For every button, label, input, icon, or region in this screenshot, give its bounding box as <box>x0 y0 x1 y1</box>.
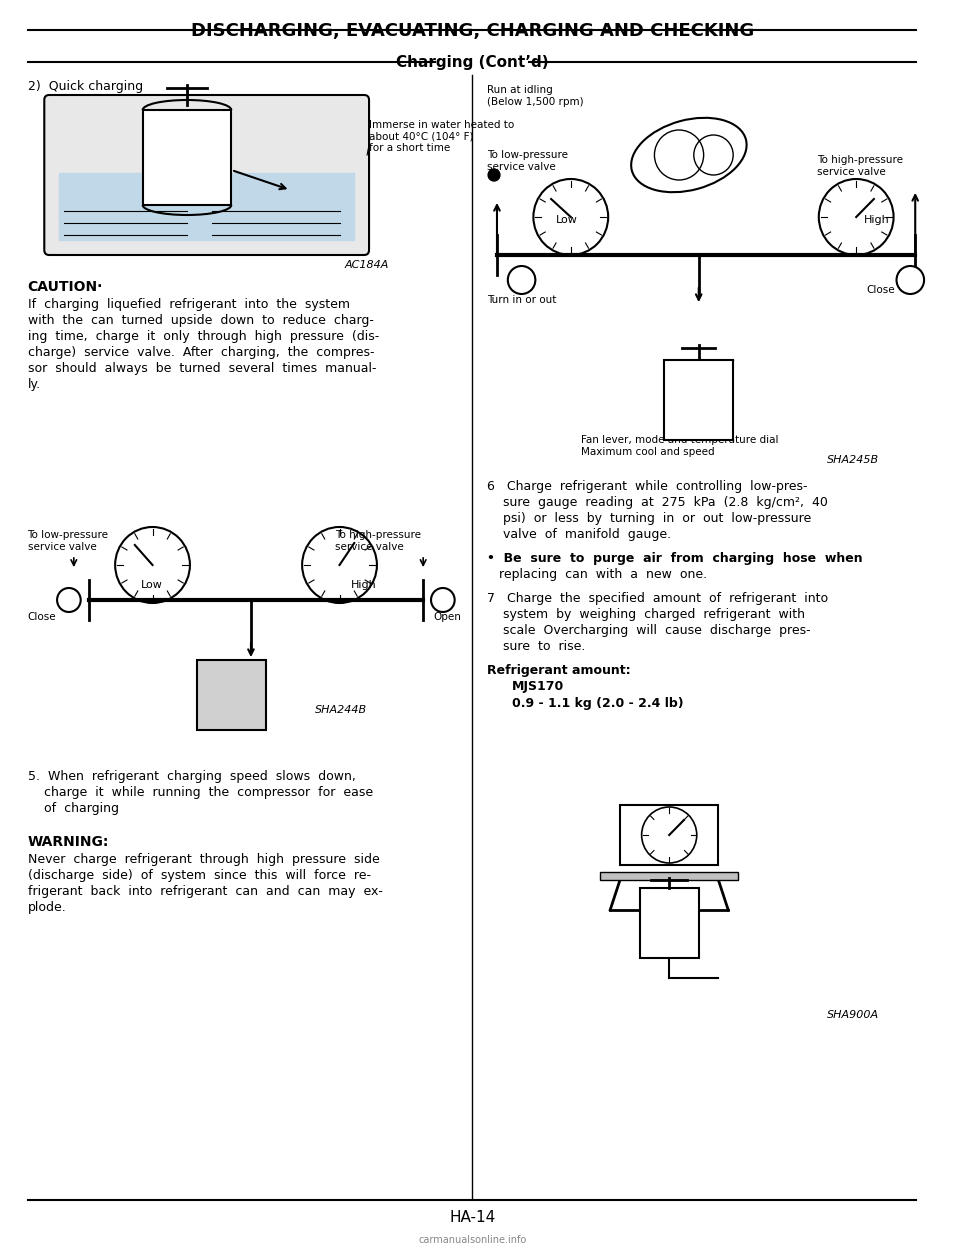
Text: High: High <box>864 215 890 225</box>
Text: 5.  When  refrigerant  charging  speed  slows  down,: 5. When refrigerant charging speed slows… <box>28 770 355 782</box>
Circle shape <box>57 588 81 612</box>
Text: SHA244B: SHA244B <box>315 705 367 715</box>
Bar <box>664 359 733 441</box>
FancyBboxPatch shape <box>44 95 369 255</box>
Text: Low: Low <box>141 580 162 590</box>
Text: Charging (Cont’d): Charging (Cont’d) <box>396 55 549 70</box>
Text: Run at idling
(Below 1,500 rpm): Run at idling (Below 1,500 rpm) <box>487 85 584 106</box>
Text: Close: Close <box>866 285 895 295</box>
Text: Turn in or out: Turn in or out <box>487 295 557 305</box>
Text: (discharge  side)  of  system  since  this  will  force  re-: (discharge side) of system since this wi… <box>28 869 371 882</box>
Text: DISCHARGING, EVACUATING, CHARGING AND CHECKING: DISCHARGING, EVACUATING, CHARGING AND CH… <box>191 22 754 40</box>
Bar <box>60 172 354 240</box>
Bar <box>197 660 266 730</box>
Text: sor  should  always  be  turned  several  times  manual-: sor should always be turned several time… <box>28 362 376 374</box>
Text: R-12: R-12 <box>669 388 695 398</box>
Text: of  charging: of charging <box>28 802 118 815</box>
Circle shape <box>897 266 924 295</box>
Circle shape <box>508 266 536 295</box>
Text: with  the  can  turned  upside  down  to  reduce  charg-: with the can turned upside down to reduc… <box>28 314 373 327</box>
Text: MJS170: MJS170 <box>512 680 564 693</box>
Text: Immerse in water heated to
about 40°C (104° F)
for a short time: Immerse in water heated to about 40°C (1… <box>369 120 515 154</box>
Text: sure  to  rise.: sure to rise. <box>487 640 586 653</box>
Text: charge  it  while  running  the  compressor  for  ease: charge it while running the compressor f… <box>28 786 372 799</box>
Text: WARNING:: WARNING: <box>28 835 108 849</box>
Text: Never  charge  refrigerant  through  high  pressure  side: Never charge refrigerant through high pr… <box>28 852 379 866</box>
Text: 2)  Quick charging: 2) Quick charging <box>28 80 143 94</box>
Text: 6   Charge  refrigerant  while  controlling  low-pres-: 6 Charge refrigerant while controlling l… <box>487 480 807 493</box>
Text: To high-pressure
service valve: To high-pressure service valve <box>817 155 902 177</box>
Text: 7   Charge  the  specified  amount  of  refrigerant  into: 7 Charge the specified amount of refrige… <box>487 592 828 605</box>
Text: Low: Low <box>556 215 578 225</box>
Text: frigerant  back  into  refrigerant  can  and  can  may  ex-: frigerant back into refrigerant can and … <box>28 885 382 899</box>
Bar <box>600 872 738 880</box>
Text: system  by  weighing  charged  refrigerant  with: system by weighing charged refrigerant w… <box>487 608 805 622</box>
Text: replacing  can  with  a  new  one.: replacing can with a new one. <box>487 568 708 582</box>
Text: AC184A: AC184A <box>345 260 389 270</box>
Text: scale  Overcharging  will  cause  discharge  pres-: scale Overcharging will cause discharge … <box>487 624 811 636</box>
Text: Close: Close <box>28 612 57 622</box>
Text: carmanualsonline.info: carmanualsonline.info <box>419 1236 526 1246</box>
Text: charge)  service  valve.  After  charging,  the  compres-: charge) service valve. After charging, t… <box>28 346 374 359</box>
Text: valve  of  manifold  gauge.: valve of manifold gauge. <box>487 528 671 540</box>
Text: R − 12: R − 12 <box>155 140 198 154</box>
Bar <box>639 889 699 958</box>
Text: To high-pressure
service valve: To high-pressure service valve <box>335 530 420 552</box>
Text: sure  gauge  reading  at  275  kPa  (2.8  kg/cm²,  40: sure gauge reading at 275 kPa (2.8 kg/cm… <box>487 495 828 509</box>
Circle shape <box>488 168 500 181</box>
Text: CAUTION·: CAUTION· <box>28 280 103 295</box>
Text: SHA900A: SHA900A <box>827 1010 878 1020</box>
Text: Refrigerant amount:: Refrigerant amount: <box>487 664 631 676</box>
Text: SHA245B: SHA245B <box>827 456 878 466</box>
Text: 0.9 - 1.1 kg (2.0 - 2.4 lb): 0.9 - 1.1 kg (2.0 - 2.4 lb) <box>512 696 684 710</box>
Text: Open: Open <box>433 612 461 622</box>
Text: To low-pressure
service valve: To low-pressure service valve <box>28 530 108 552</box>
Text: psi)  or  less  by  turning  in  or  out  low-pressure: psi) or less by turning in or out low-pr… <box>487 512 811 525</box>
Circle shape <box>431 588 455 612</box>
Text: HA-14: HA-14 <box>449 1211 495 1226</box>
Text: ly.: ly. <box>28 378 40 391</box>
Text: If  charging  liquefied  refrigerant  into  the  system: If charging liquefied refrigerant into t… <box>28 298 349 311</box>
Text: High: High <box>351 580 377 590</box>
Bar <box>143 110 231 205</box>
Text: To low-pressure
service valve: To low-pressure service valve <box>487 150 568 171</box>
Text: plode.: plode. <box>28 901 66 914</box>
Text: ing  time,  charge  it  only  through  high  pressure  (dis-: ing time, charge it only through high pr… <box>28 329 379 343</box>
Text: •  Be  sure  to  purge  air  from  charging  hose  when: • Be sure to purge air from charging hos… <box>487 552 863 565</box>
Text: R-12: R-12 <box>644 895 670 905</box>
Text: Fan lever, mode and temperature dial
Maximum cool and speed: Fan lever, mode and temperature dial Max… <box>581 436 779 457</box>
Bar <box>620 805 718 865</box>
